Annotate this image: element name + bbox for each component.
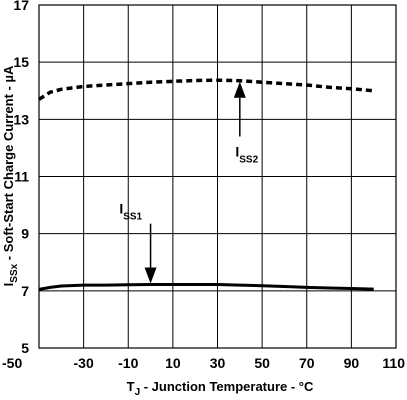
- x-tick-label: 70: [299, 355, 315, 371]
- annotation-arrowhead: [144, 267, 157, 284]
- x-tick-label: 90: [344, 355, 360, 371]
- annotation-arrowhead: [233, 81, 246, 98]
- x-tick-label: -50: [2, 355, 22, 371]
- y-tick-label: 5: [21, 340, 29, 356]
- y-tick-label: 9: [21, 226, 29, 242]
- y-tick-label: 17: [13, 0, 29, 13]
- annotation-label: ISS1: [119, 201, 142, 223]
- tick-labels: -50 -30 -10 10 30 50 70 90 110 5 7 9 11 13 15 17: [2, 0, 405, 371]
- y-tick-label: 15: [13, 54, 29, 70]
- x-tick-label: -10: [118, 355, 138, 371]
- x-tick-label: 10: [165, 355, 181, 371]
- y-axis-title: ISSx - Soft-Start Charge Current - µA: [1, 65, 20, 286]
- series-line-iss1: [38, 283, 374, 291]
- y-tick-label: 11: [14, 169, 29, 185]
- y-tick-label: 13: [13, 111, 29, 127]
- plot-frame: [38, 4, 397, 349]
- x-tick-label: 30: [210, 355, 226, 371]
- annotation-layer: ISS2 ISS1: [119, 81, 259, 284]
- x-tick-label: 50: [254, 355, 270, 371]
- grid: [38, 4, 397, 349]
- x-axis-title: TJ - Junction Temperature - °C: [127, 379, 314, 398]
- x-tick-label: -30: [74, 355, 94, 371]
- annotation-iss2: ISS2: [233, 81, 259, 165]
- x-tick-label: 110: [382, 355, 405, 371]
- series-line-iss2: [38, 78, 374, 101]
- series-layer: [38, 78, 374, 291]
- annotation-label: ISS2: [235, 143, 258, 165]
- annotation-iss1: ISS1: [119, 201, 157, 284]
- y-tick-label: 7: [21, 283, 29, 299]
